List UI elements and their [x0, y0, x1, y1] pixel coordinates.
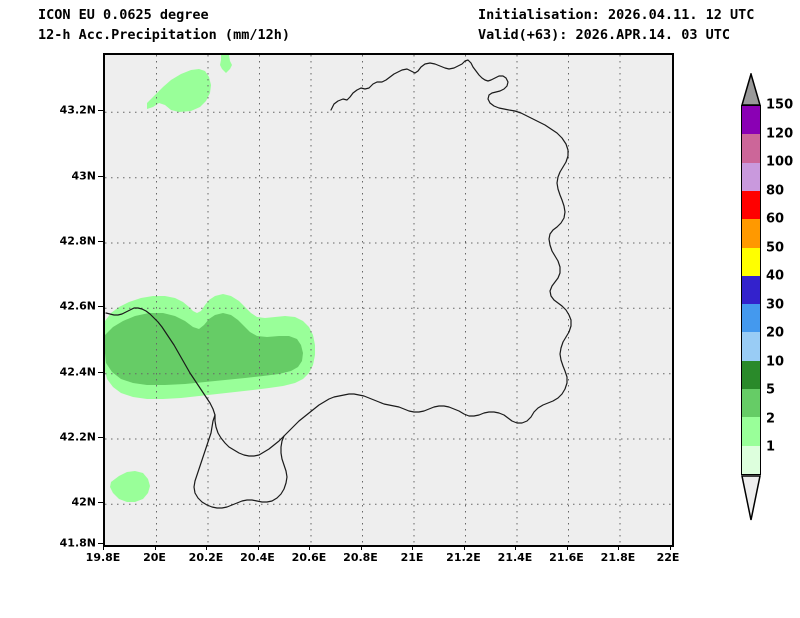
precip-band-1-2-southwest [110, 471, 150, 502]
field-title: 12-h Acc.Precipitation (mm/12h) [38, 27, 290, 43]
colorbar-band-150-plus [742, 106, 760, 135]
x-axis-label-9: 21.6E [549, 551, 584, 564]
colorbar-label-60: 60 [766, 211, 785, 227]
y-axis-label-6: 42N [71, 495, 96, 509]
x-tick-9 [566, 545, 568, 550]
x-tick-6 [412, 545, 413, 550]
precipitation-colorbar: 150 120 100 80 60 50 40 30 20 10 5 2 1 [735, 73, 797, 523]
colorbar-band-30-40 [742, 304, 760, 333]
y-axis-label-3: 42.6N [59, 299, 96, 313]
precip-band-1-2-north-sliver [220, 55, 232, 73]
colorbar-band-60-80 [742, 219, 760, 248]
x-axis-label-3: 20.4E [240, 551, 275, 564]
model-title: ICON EU 0.0625 degree [38, 7, 209, 23]
initialisation-time: Initialisation: 2026.04.11. 12 UTC [478, 7, 755, 23]
x-axis-label-11: 22E [656, 551, 680, 564]
colorbar-band-120-150 [742, 134, 760, 163]
kosovo-border-south-lobe [193, 414, 288, 509]
x-axis-label-0: 19.8E [85, 551, 121, 564]
x-tick-5 [360, 545, 362, 550]
x-axis-label-6: 21E [400, 551, 424, 564]
y-tick-3 [98, 306, 103, 308]
x-axis-label-7: 21.2E [446, 551, 481, 564]
colorbar-label-5: 5 [766, 382, 776, 398]
y-tick-6 [98, 502, 103, 504]
colorbar-label-1: 1 [766, 439, 776, 455]
y-tick-2 [98, 241, 103, 242]
y-axis-label-4: 42.4N [59, 365, 96, 379]
colorbar-band-100-120 [742, 162, 760, 191]
colorbar-band-50-60 [742, 247, 760, 276]
x-tick-4 [309, 545, 310, 550]
y-tick-4 [98, 371, 103, 373]
x-tick-10 [618, 545, 619, 550]
colorbar-label-40: 40 [766, 268, 785, 284]
x-axis-label-8: 21.4E [497, 551, 533, 564]
x-axis-label-4: 20.6E [291, 551, 327, 564]
colorbar-band-2-5 [742, 417, 760, 446]
y-axis-label-0: 43.2N [59, 103, 96, 117]
colorbar-band-80-100 [742, 190, 760, 220]
y-axis-label-2: 42.8N [59, 234, 96, 248]
y-tick-5 [98, 437, 103, 438]
colorbar-bottom-arrow [741, 475, 761, 521]
colorbar-band-10-20 [742, 360, 760, 390]
precip-band-1-2-northwest [147, 69, 211, 112]
colorbar-band-5-10 [742, 389, 760, 418]
x-tick-7 [463, 545, 465, 550]
y-axis-label-1: 43N [71, 169, 96, 183]
x-axis-label-5: 20.8E [343, 551, 378, 564]
valid-time: Valid(+63): 2026.APR.14. 03 UTC [478, 27, 730, 43]
colorbar-label-80: 80 [766, 183, 785, 198]
x-tick-1 [154, 545, 156, 550]
y-axis-label-7: 41.8N [59, 536, 96, 550]
x-tick-8 [515, 545, 516, 550]
colorbar-label-50: 50 [766, 240, 785, 255]
x-tick-11 [670, 545, 671, 550]
colorbar-band-20-30 [742, 332, 760, 361]
y-tick-1 [98, 175, 103, 177]
country-border-outline [105, 59, 572, 509]
colorbar-label-30: 30 [766, 297, 785, 312]
colorbar-label-20: 20 [766, 325, 785, 341]
colorbar-top-arrow [741, 73, 761, 106]
colorbar-band-40-50 [742, 275, 760, 305]
x-tick-3 [257, 545, 259, 550]
colorbar-label-100: 100 [766, 154, 794, 170]
x-axis-label-1: 20E [143, 551, 166, 564]
map-plot-area [103, 53, 674, 547]
colorbar-label-10: 10 [766, 354, 785, 369]
colorbar-label-2: 2 [766, 411, 776, 426]
precip-band-2-5-main [105, 313, 303, 385]
map-gridlines [105, 55, 672, 545]
x-axis-label-10: 21.8E [600, 551, 636, 564]
colorbar-bands [741, 105, 761, 475]
y-axis-label-5: 42.2N [59, 430, 96, 444]
x-axis-label-2: 20.2E [188, 551, 224, 564]
kosovo-border-path [105, 59, 572, 457]
colorbar-label-150: 150 [766, 97, 794, 113]
y-tick-0 [98, 110, 103, 112]
colorbar-band-1-2 [742, 445, 760, 474]
y-tick-7 [98, 543, 103, 544]
precipitation-shading-layer [105, 55, 315, 502]
colorbar-label-120: 120 [766, 126, 794, 141]
x-tick-0 [103, 545, 104, 550]
x-tick-2 [206, 545, 207, 550]
